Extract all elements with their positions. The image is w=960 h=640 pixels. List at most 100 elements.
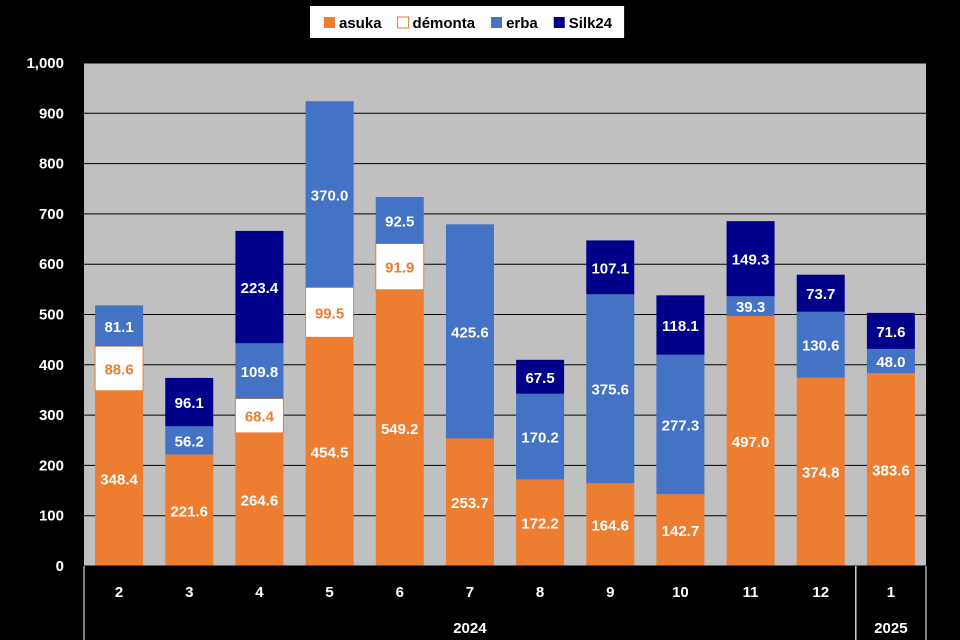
bar-segment-erba bbox=[375, 196, 424, 244]
bar-segment-erba bbox=[165, 426, 214, 455]
bar-segment-erba bbox=[445, 224, 494, 439]
data-label: 454.5 bbox=[311, 445, 349, 462]
data-label: 68.4 bbox=[245, 409, 275, 426]
x-tick-label: 1 bbox=[887, 584, 895, 601]
y-tick-label: 700 bbox=[39, 206, 64, 223]
data-label: 92.5 bbox=[385, 213, 414, 230]
bar-segment-asuka bbox=[726, 316, 775, 566]
bar-stack: 348.4 88.6 81.1 bbox=[94, 305, 144, 566]
legend-label: Silk24 bbox=[569, 15, 613, 32]
y-tick-label: 900 bbox=[39, 105, 64, 122]
data-label: 91.9 bbox=[385, 260, 414, 277]
bar-segment-erba bbox=[516, 393, 565, 480]
bar-segment-d-monta bbox=[375, 243, 425, 291]
x-tick-label: 9 bbox=[606, 584, 614, 601]
bar-stack: 454.5 99.5 370.0 bbox=[305, 101, 355, 566]
y-tick-label: 400 bbox=[39, 357, 64, 374]
data-label: 118.1 bbox=[662, 318, 699, 335]
year-group-label: 2024 bbox=[453, 620, 487, 637]
legend-label: asuka bbox=[339, 15, 382, 32]
data-label: 383.6 bbox=[872, 463, 910, 480]
data-label: 71.6 bbox=[876, 324, 905, 341]
y-tick-label: 500 bbox=[39, 307, 64, 324]
data-label: 96.1 bbox=[175, 395, 204, 412]
bar-segment-erba bbox=[305, 101, 354, 288]
legend-swatch bbox=[324, 17, 335, 28]
data-label: 253.7 bbox=[451, 495, 489, 512]
x-tick-label: 4 bbox=[255, 584, 264, 601]
year-group-label: 2025 bbox=[874, 620, 907, 637]
bar-segment-erba bbox=[726, 296, 775, 317]
bar-segment-asuka bbox=[656, 494, 705, 566]
y-tick-label: 1,000 bbox=[26, 55, 64, 72]
bar-segment-erba bbox=[656, 354, 705, 495]
bar-stack: 172.2 170.2 67.5 bbox=[516, 359, 565, 566]
gridlines bbox=[84, 62, 926, 517]
bar-stack: 374.8 130.6 73.7 bbox=[796, 274, 845, 566]
bar-stack: 221.6 56.2 96.1 bbox=[165, 377, 214, 566]
x-tick-label: 8 bbox=[536, 584, 544, 601]
data-label: 130.6 bbox=[802, 338, 840, 355]
y-tick-label: 0 bbox=[56, 558, 64, 575]
x-axis: 2 3 4 5 6 7 8 9 10 11 12 1 2024 2025 bbox=[83, 565, 927, 640]
bars: 348.4 88.6 81.1 221.6 56.2 96.1 264.6 68.4 109.8… bbox=[94, 101, 915, 566]
data-label: 170.2 bbox=[521, 430, 559, 447]
bar-segment-asuka bbox=[866, 373, 915, 566]
bar-segment-asuka bbox=[375, 289, 424, 566]
data-label: 99.5 bbox=[315, 305, 344, 322]
y-tick-label: 300 bbox=[39, 407, 64, 424]
bar-segment-silk24 bbox=[726, 221, 775, 297]
bar-stack: 383.6 48.0 71.6 bbox=[866, 312, 915, 566]
bar-segment-asuka bbox=[445, 438, 494, 566]
bar-segment-silk24 bbox=[516, 359, 565, 394]
bar-stack: 497.0 39.3 149.3 bbox=[726, 221, 775, 566]
x-tick-label: 2 bbox=[115, 584, 123, 601]
bar-segment-silk24 bbox=[165, 377, 214, 427]
bar-segment-asuka bbox=[516, 479, 565, 566]
bar-stack: 253.7 425.6 bbox=[445, 224, 494, 566]
legend-label: démonta bbox=[413, 15, 476, 32]
legend-label: erba bbox=[506, 15, 538, 32]
bar-segment-silk24 bbox=[796, 274, 845, 312]
bar-segment-erba bbox=[586, 294, 635, 484]
legend: asuka démonta erba Silk24 bbox=[310, 6, 625, 38]
x-tick-label: 11 bbox=[743, 584, 759, 601]
x-tick-label: 6 bbox=[396, 584, 404, 601]
bar-segment-erba bbox=[95, 305, 144, 347]
legend-swatch bbox=[397, 16, 410, 29]
data-label: 142.7 bbox=[662, 523, 700, 540]
bar-segment-erba bbox=[796, 311, 845, 378]
bar-segment-asuka bbox=[95, 390, 144, 566]
data-label: 48.0 bbox=[876, 354, 905, 371]
y-tick-label: 600 bbox=[39, 256, 64, 273]
bar-segment-d-monta bbox=[94, 345, 144, 392]
data-label: 375.6 bbox=[591, 382, 629, 399]
bar-segment-asuka bbox=[165, 454, 214, 566]
bar-segment-asuka bbox=[586, 483, 635, 566]
bar-segment-asuka bbox=[235, 432, 284, 566]
data-label: 149.3 bbox=[732, 252, 770, 269]
data-label: 549.2 bbox=[381, 421, 419, 438]
data-label: 73.7 bbox=[806, 286, 835, 303]
bar-segment-erba bbox=[866, 348, 915, 374]
data-label: 107.1 bbox=[591, 260, 629, 277]
x-tick-label: 5 bbox=[325, 584, 333, 601]
x-tick-label: 3 bbox=[185, 584, 193, 601]
legend-box bbox=[310, 6, 625, 38]
bar-stack: 264.6 68.4 109.8 223.4 bbox=[234, 230, 284, 566]
bar-segment-silk24 bbox=[656, 295, 705, 355]
data-label: 497.0 bbox=[732, 434, 770, 451]
x-tick-label: 12 bbox=[812, 584, 829, 601]
data-label: 109.8 bbox=[241, 364, 279, 381]
data-label: 67.5 bbox=[525, 370, 554, 387]
y-tick-label: 200 bbox=[39, 457, 64, 474]
data-label: 39.3 bbox=[736, 299, 765, 316]
x-tick-label: 7 bbox=[466, 584, 474, 601]
y-tick-label: 100 bbox=[39, 508, 64, 525]
data-label: 374.8 bbox=[802, 465, 840, 482]
bar-segment-silk24 bbox=[586, 240, 635, 295]
bar-segment-silk24 bbox=[235, 230, 284, 344]
data-label: 164.6 bbox=[591, 518, 629, 535]
bar-stack: 549.2 91.9 92.5 bbox=[375, 196, 425, 566]
